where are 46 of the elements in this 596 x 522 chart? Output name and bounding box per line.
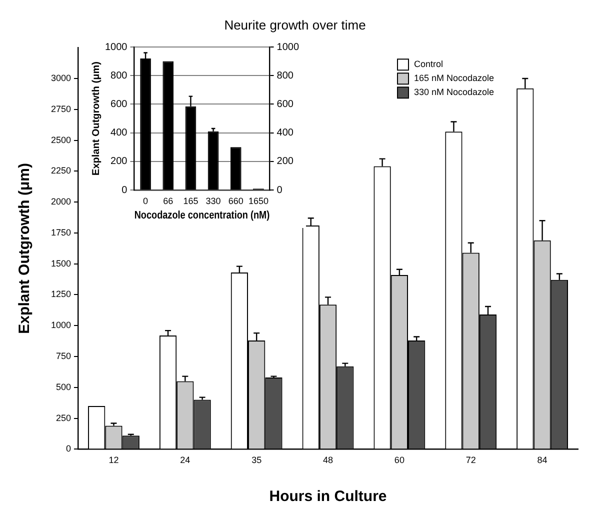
x-axis-title: Hours in Culture	[269, 488, 387, 506]
x-tick-label: 66	[163, 196, 174, 206]
y-tick-label: 1500	[50, 258, 72, 268]
y-tick-label: 1250	[50, 289, 72, 300]
y-tick-label: 1750	[50, 227, 72, 238]
x-tick-label: 24	[180, 455, 190, 466]
y-tick-label: 750	[56, 351, 72, 362]
y-tick-label: 800	[110, 70, 128, 82]
y-tick-label: 2500	[50, 134, 72, 145]
x-tick-label: 12	[108, 455, 119, 466]
x-tick-label: 0	[143, 196, 148, 206]
y-tick-label: 250	[56, 412, 72, 423]
x-tick-label: 1650	[248, 196, 268, 206]
x-tick-label: 165	[183, 196, 198, 206]
legend-label: Control	[414, 59, 444, 70]
y-axis-title: Explant Outgrowth (μm)	[90, 62, 102, 176]
y-tick-label: 2250	[50, 166, 72, 176]
y2-tick-label: 800	[276, 70, 294, 82]
x-tick-label: 330	[206, 196, 221, 206]
y2-tick-label: 200	[276, 156, 294, 168]
y2-tick-label: 400	[276, 128, 294, 139]
y-tick-label: 200	[110, 156, 128, 168]
y2-tick-label: 1000	[276, 42, 300, 53]
x-tick-label: 35	[252, 455, 262, 466]
y2-tick-label: 600	[276, 98, 294, 110]
chart-title: Neurite growth over time	[224, 17, 366, 32]
y2-tick-label: 0	[276, 184, 283, 196]
y-tick-label: 1000	[50, 320, 72, 330]
x-tick-label: 48	[323, 455, 334, 466]
y-tick-label: 1000	[104, 42, 128, 53]
x-tick-label: 60	[394, 455, 404, 466]
x-axis-title: Nocodazole concentration (nM)	[134, 210, 270, 222]
y-tick-label: 2750	[50, 104, 72, 114]
y-axis-title: Explant Outgrowth (μm)	[16, 162, 34, 334]
y-tick-label: 0	[122, 184, 128, 196]
y-tick-label: 0	[66, 444, 72, 454]
y-tick-label: 3000	[50, 72, 72, 83]
y-tick-label: 500	[56, 382, 72, 392]
legend-label: 165 nM Nocodazole	[414, 73, 494, 84]
x-tick-label: 72	[466, 455, 476, 466]
y-tick-label: 400	[110, 128, 128, 139]
legend-label: 330 nM Nocodazole	[414, 87, 494, 98]
y-tick-label: 600	[110, 98, 128, 110]
x-tick-label: 660	[228, 196, 244, 206]
y-tick-label: 2000	[50, 196, 72, 207]
x-tick-label: 84	[537, 455, 548, 466]
